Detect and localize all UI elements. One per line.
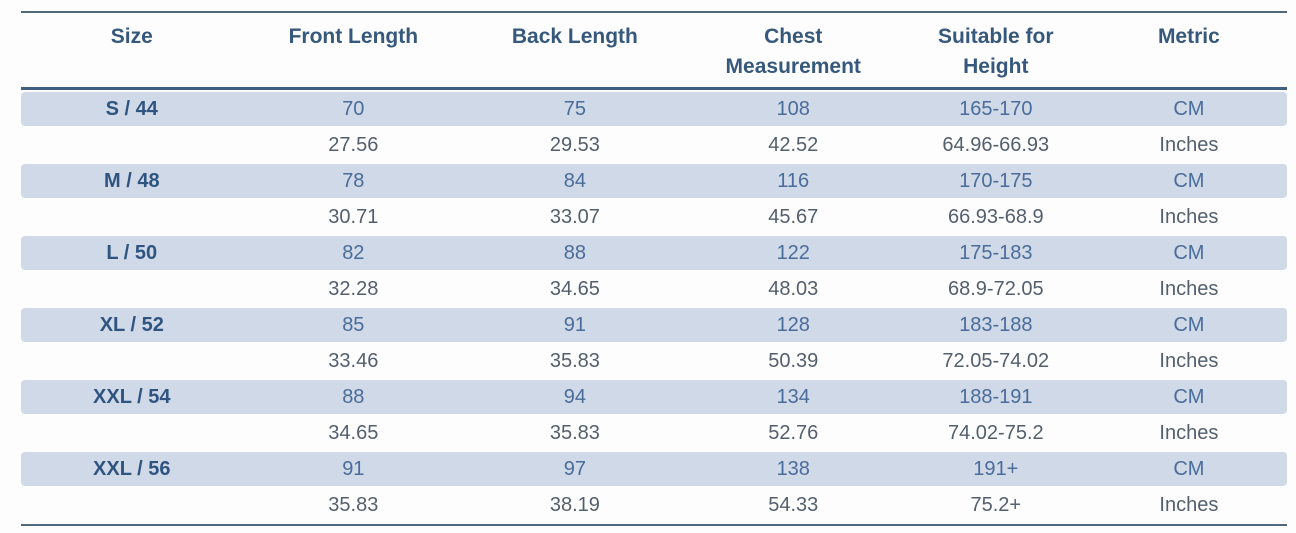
table-row: 33.46 35.83 50.39 72.05-74.02 Inches (21, 344, 1287, 378)
cell-suitable-height: 183-188 (900, 308, 1091, 342)
cell-front-length: 88 (242, 380, 465, 414)
cell-back-length: 34.65 (549, 277, 600, 300)
cell-suitable-height: 191+ (900, 452, 1091, 486)
cell-size: S / 44 (21, 92, 243, 126)
cell-chest-measurement: 134 (685, 380, 901, 414)
cell-chest-measurement: 54.33 (768, 493, 819, 516)
cell-front-length: 27.56 (328, 133, 379, 156)
header-label: Front Length (288, 25, 419, 48)
cell-back-length: 35.83 (549, 349, 600, 372)
cell-front-length: 91 (242, 452, 465, 486)
cell-size: M / 48 (21, 164, 243, 198)
cell-chest-measurement: 108 (685, 92, 901, 126)
cell-front-length: 33.46 (328, 349, 379, 372)
cell-back-length: 35.83 (549, 421, 600, 444)
cell-size: XL / 52 (21, 308, 243, 342)
cell-chest-measurement: 116 (685, 164, 901, 198)
cell-metric: CM (1090, 164, 1287, 198)
cell-metric: Inches (1159, 493, 1219, 516)
table-row: 32.28 34.65 48.03 68.9-72.05 Inches (21, 272, 1287, 306)
table-row: M / 48 78 84 116 170-175 CM (21, 164, 1287, 198)
cell-suitable-height: 165-170 (900, 92, 1091, 126)
header-row: Size Front Length Back Length Chest Meas… (21, 15, 1287, 90)
cell-chest-measurement: 52.76 (768, 421, 819, 444)
cell-front-length: 85 (242, 308, 465, 342)
table-row: L / 50 82 88 122 175-183 CM (21, 236, 1287, 270)
cell-suitable-height: 72.05-74.02 (942, 349, 1050, 372)
cell-metric: Inches (1159, 421, 1219, 444)
cell-suitable-height: 188-191 (900, 380, 1091, 414)
header-cell-suitable-height: Suitable for Height (900, 15, 1091, 90)
cell-front-length: 32.28 (328, 277, 379, 300)
table-row: 27.56 29.53 42.52 64.96-66.93 Inches (21, 128, 1287, 162)
header-cell-metric: Metric (1090, 15, 1287, 90)
cell-size (21, 272, 243, 306)
cell-size: XXL / 54 (21, 380, 243, 414)
table-row: 34.65 35.83 52.76 74.02-75.2 Inches (21, 416, 1287, 450)
header-label: Metric (1157, 25, 1220, 48)
cell-size: L / 50 (21, 236, 243, 270)
cell-size (21, 128, 243, 162)
cell-size: XXL / 56 (21, 452, 243, 486)
cell-back-length: 38.19 (549, 493, 600, 516)
cell-size (21, 488, 243, 522)
cell-metric: Inches (1159, 349, 1219, 372)
cell-size (21, 344, 243, 378)
cell-chest-measurement: 50.39 (768, 349, 819, 372)
cell-metric: Inches (1159, 205, 1219, 228)
cell-chest-measurement: 128 (685, 308, 901, 342)
table-row: XXL / 56 91 97 138 191+ CM (21, 452, 1287, 486)
cell-suitable-height: 170-175 (900, 164, 1091, 198)
table-row: 35.83 38.19 54.33 75.2+ Inches (21, 488, 1287, 522)
cell-metric: Inches (1159, 277, 1219, 300)
header-cell-chest-measurement: Chest Measurement (685, 15, 901, 90)
table-row: S / 44 70 75 108 165-170 CM (21, 92, 1287, 126)
cell-suitable-height: 74.02-75.2 (947, 421, 1044, 444)
header-label: Back Length (511, 25, 638, 48)
cell-back-length: 75 (464, 92, 686, 126)
cell-back-length: 33.07 (549, 205, 600, 228)
cell-metric: Inches (1159, 133, 1219, 156)
cell-chest-measurement: 138 (685, 452, 901, 486)
header-label: Suitable for Height (938, 25, 1054, 79)
cell-front-length: 82 (242, 236, 465, 270)
cell-size (21, 200, 243, 234)
cell-chest-measurement: 45.67 (768, 205, 819, 228)
cell-front-length: 78 (242, 164, 465, 198)
cell-metric: CM (1090, 92, 1287, 126)
cell-chest-measurement: 48.03 (768, 277, 819, 300)
cell-metric: CM (1090, 308, 1287, 342)
cell-chest-measurement: 42.52 (768, 133, 819, 156)
cell-back-length: 91 (464, 308, 686, 342)
table-row: XXL / 54 88 94 134 188-191 CM (21, 380, 1287, 414)
cell-suitable-height: 66.93-68.9 (947, 205, 1044, 228)
header-cell-size: Size (21, 15, 243, 90)
table-row: 30.71 33.07 45.67 66.93-68.9 Inches (21, 200, 1287, 234)
cell-back-length: 94 (464, 380, 686, 414)
cell-suitable-height: 68.9-72.05 (947, 277, 1044, 300)
cell-back-length: 88 (464, 236, 686, 270)
cell-metric: CM (1090, 236, 1287, 270)
cell-metric: CM (1090, 380, 1287, 414)
cell-chest-measurement: 122 (685, 236, 901, 270)
table-row: XL / 52 85 91 128 183-188 CM (21, 308, 1287, 342)
cell-front-length: 30.71 (328, 205, 379, 228)
cell-front-length: 70 (242, 92, 465, 126)
size-chart-table: Size Front Length Back Length Chest Meas… (21, 11, 1287, 526)
header-label: Size (110, 25, 153, 48)
cell-size (21, 416, 243, 450)
header-cell-front-length: Front Length (242, 15, 465, 90)
cell-front-length: 34.65 (328, 421, 379, 444)
cell-suitable-height: 64.96-66.93 (942, 133, 1050, 156)
cell-back-length: 97 (464, 452, 686, 486)
cell-suitable-height: 175-183 (900, 236, 1091, 270)
cell-front-length: 35.83 (328, 493, 379, 516)
header-label: Chest Measurement (725, 25, 861, 79)
cell-back-length: 29.53 (549, 133, 600, 156)
cell-back-length: 84 (464, 164, 686, 198)
cell-suitable-height: 75.2+ (970, 493, 1022, 516)
header-cell-back-length: Back Length (464, 15, 686, 90)
cell-metric: CM (1090, 452, 1287, 486)
